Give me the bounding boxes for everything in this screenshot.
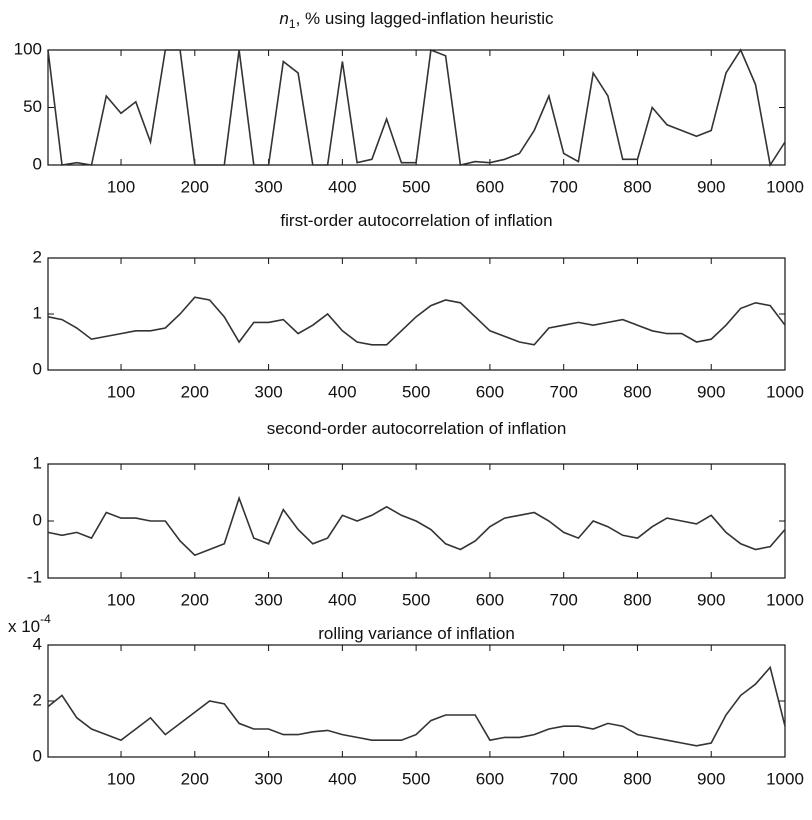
x-tick-label: 1000 [766, 590, 804, 609]
x-tick-label: 800 [623, 590, 651, 609]
x-tick-label: 800 [623, 382, 651, 401]
x-tick-label: 100 [107, 382, 135, 401]
x-tick-label: 200 [181, 382, 209, 401]
plot-frame [47, 49, 786, 166]
x-tick-label: 200 [181, 590, 209, 609]
y-tick-label: 50 [23, 97, 42, 116]
chart-title: rolling variance of inflation [318, 624, 515, 643]
x-tick-label: 300 [254, 177, 282, 196]
title-text: , % using lagged-inflation heuristic [296, 9, 554, 28]
x-tick-label: 900 [697, 590, 725, 609]
x-tick-label: 700 [549, 590, 577, 609]
x-tick-label: 600 [476, 382, 504, 401]
data-line [47, 495, 786, 557]
x-tick-label: 700 [549, 382, 577, 401]
x-tick-label: 600 [476, 590, 504, 609]
data-line [47, 665, 786, 747]
x-tick-label: 200 [181, 769, 209, 788]
y-tick-label: 100 [14, 39, 42, 58]
x-tick-label: 1000 [766, 382, 804, 401]
x-tick-label: 400 [328, 590, 356, 609]
x-tick-label: 300 [254, 590, 282, 609]
title-subscript: 1 [289, 17, 296, 31]
title-text: second-order autocorrelation of inflatio… [267, 419, 567, 438]
x-tick-label: 300 [254, 382, 282, 401]
chart-title: second-order autocorrelation of inflatio… [267, 419, 567, 438]
x-tick-label: 500 [402, 769, 430, 788]
x-tick-label: 500 [402, 177, 430, 196]
title-text: rolling variance of inflation [318, 624, 515, 643]
data-line [47, 48, 786, 168]
y-tick-label: 0 [33, 154, 42, 173]
x-tick-label: 900 [697, 769, 725, 788]
y-tick-label: -1 [27, 567, 42, 586]
chart-title: first-order autocorrelation of inflation [280, 211, 552, 230]
y-tick-label: 2 [33, 690, 42, 709]
x-tick-label: 400 [328, 769, 356, 788]
x-tick-label: 400 [328, 177, 356, 196]
y-tick-label: 0 [33, 359, 42, 378]
y-tick-label: 0 [33, 510, 42, 529]
plot-frame [47, 644, 786, 758]
title-symbol: n [279, 9, 288, 28]
title-text: first-order autocorrelation of inflation [280, 211, 552, 230]
x-tick-label: 700 [549, 177, 577, 196]
x-tick-label: 700 [549, 769, 577, 788]
y-multiplier-base: x 10 [8, 617, 40, 636]
x-tick-label: 400 [328, 382, 356, 401]
x-tick-label: 200 [181, 177, 209, 196]
x-tick-label: 800 [623, 769, 651, 788]
x-tick-label: 900 [697, 382, 725, 401]
x-tick-label: 600 [476, 769, 504, 788]
y-tick-label: 0 [33, 746, 42, 765]
data-line [47, 296, 786, 346]
y-tick-label: 2 [33, 247, 42, 266]
x-tick-label: 500 [402, 382, 430, 401]
y-tick-label: 1 [33, 453, 42, 472]
x-tick-label: 800 [623, 177, 651, 196]
y-multiplier-exponent: -4 [40, 612, 51, 626]
y-tick-label: 1 [33, 303, 42, 322]
y-tick-label: 4 [33, 634, 42, 653]
plot-frame [47, 257, 786, 371]
x-tick-label: 500 [402, 590, 430, 609]
y-multiplier: x 10-4 [8, 612, 51, 636]
x-tick-label: 100 [107, 177, 135, 196]
x-tick-label: 900 [697, 177, 725, 196]
x-tick-label: 300 [254, 769, 282, 788]
x-tick-label: 100 [107, 769, 135, 788]
x-tick-label: 100 [107, 590, 135, 609]
x-tick-label: 1000 [766, 769, 804, 788]
x-tick-label: 1000 [766, 177, 804, 196]
x-tick-label: 600 [476, 177, 504, 196]
chart-title: n1, % using lagged-inflation heuristic [279, 9, 554, 31]
